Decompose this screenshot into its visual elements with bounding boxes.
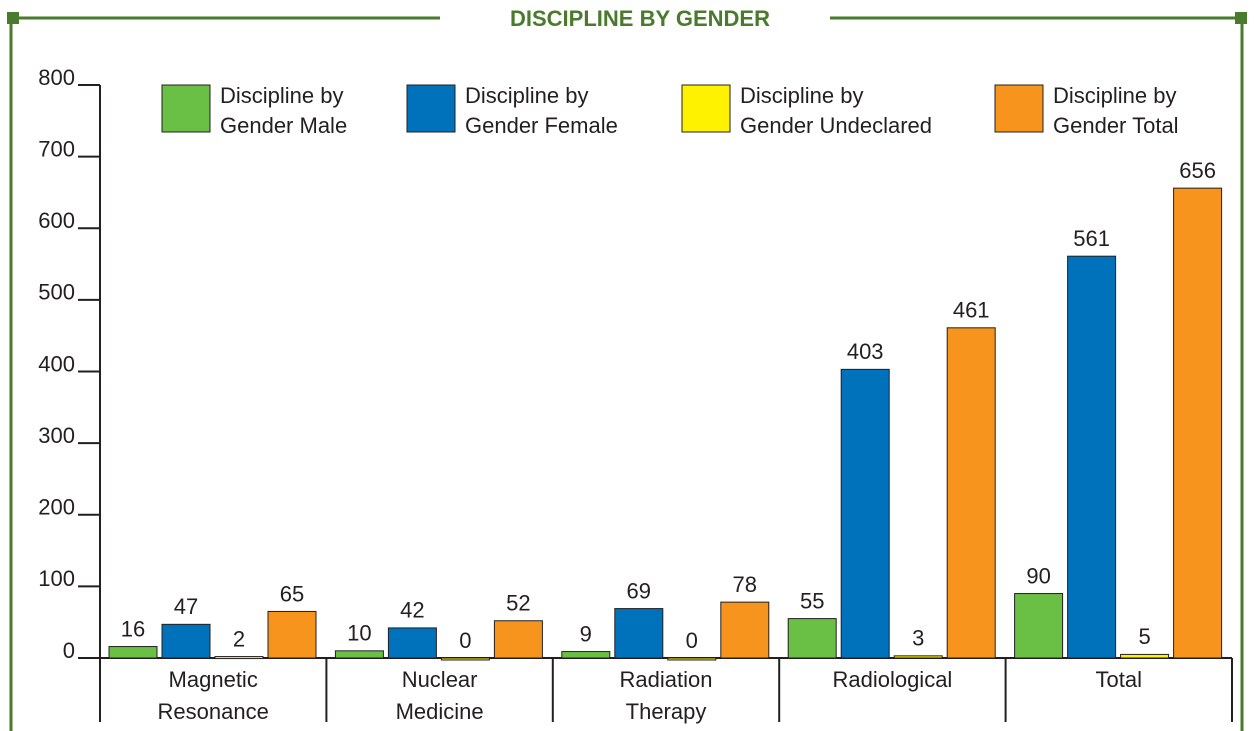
x-tick-label: Radiation Therapy bbox=[620, 667, 713, 724]
y-tick-label: 100 bbox=[38, 566, 75, 591]
value-label: 2 bbox=[233, 626, 245, 651]
bar bbox=[1067, 255, 1117, 659]
bar bbox=[387, 627, 437, 659]
legend-swatch bbox=[161, 84, 211, 133]
value-label: 656 bbox=[1179, 158, 1216, 183]
bar bbox=[1173, 187, 1223, 659]
value-label: 69 bbox=[627, 578, 651, 603]
value-label: 90 bbox=[1026, 563, 1050, 588]
y-tick-label: 800 bbox=[38, 65, 75, 90]
bar bbox=[334, 650, 384, 659]
value-label: 52 bbox=[506, 591, 530, 616]
value-label: 0 bbox=[686, 628, 698, 653]
value-label: 403 bbox=[847, 339, 884, 364]
chart-title: DISCIPLINE BY GENDER bbox=[510, 6, 770, 31]
bar bbox=[1014, 593, 1064, 659]
y-tick-label: 600 bbox=[38, 208, 75, 233]
bar bbox=[893, 655, 943, 659]
frame-corner bbox=[7, 12, 19, 24]
legend-label: Discipline by Gender Total bbox=[1053, 83, 1179, 138]
frame-corner bbox=[1235, 12, 1247, 24]
legend-swatch bbox=[406, 84, 456, 133]
value-label: 5 bbox=[1138, 624, 1150, 649]
bar bbox=[214, 656, 264, 660]
bar bbox=[1120, 653, 1170, 659]
y-tick-label: 400 bbox=[38, 351, 75, 376]
bar bbox=[561, 651, 611, 659]
value-label: 42 bbox=[400, 598, 424, 623]
bar bbox=[787, 618, 837, 659]
legend-label: Discipline by Gender Undeclared bbox=[740, 83, 932, 138]
y-tick-label: 700 bbox=[38, 136, 75, 161]
legend-label: Discipline by Gender Male bbox=[220, 83, 347, 138]
legend-swatch bbox=[994, 84, 1044, 133]
bar bbox=[946, 327, 996, 659]
legend-swatch bbox=[681, 84, 731, 133]
value-label: 0 bbox=[459, 628, 471, 653]
y-tick-label: 200 bbox=[38, 495, 75, 520]
y-tick-label: 300 bbox=[38, 423, 75, 448]
bar bbox=[667, 657, 717, 661]
y-tick-label: 500 bbox=[38, 280, 75, 305]
x-tick-label: Magnetic Resonance bbox=[158, 667, 269, 724]
value-label: 3 bbox=[912, 626, 924, 651]
value-label: 47 bbox=[174, 594, 198, 619]
bar bbox=[493, 620, 543, 659]
x-tick-label: Radiological bbox=[832, 667, 952, 692]
value-label: 65 bbox=[280, 581, 304, 606]
value-label: 9 bbox=[580, 621, 592, 646]
x-tick-label: Total bbox=[1096, 667, 1142, 692]
bar bbox=[161, 623, 211, 659]
bar bbox=[840, 368, 890, 659]
bar bbox=[108, 646, 158, 659]
x-tick-label: Nuclear Medicine bbox=[396, 667, 484, 724]
legend-label: Discipline by Gender Female bbox=[465, 83, 618, 138]
value-label: 55 bbox=[800, 588, 824, 613]
value-label: 78 bbox=[733, 572, 757, 597]
bar bbox=[267, 610, 317, 659]
bar bbox=[614, 608, 664, 659]
value-label: 16 bbox=[121, 616, 145, 641]
y-tick-label: 0 bbox=[63, 638, 75, 663]
bar bbox=[720, 601, 770, 659]
value-label: 461 bbox=[953, 298, 990, 323]
value-label: 561 bbox=[1073, 226, 1110, 251]
bar bbox=[440, 657, 490, 661]
value-label: 10 bbox=[347, 621, 371, 646]
